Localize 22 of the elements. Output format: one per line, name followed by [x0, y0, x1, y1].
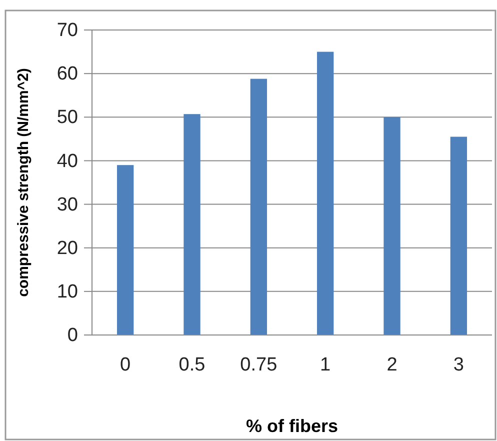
y-tick-label: 10	[56, 282, 78, 303]
y-axis-title: compressive strength (N/mm^2)	[15, 68, 32, 297]
x-tick-label: 2	[386, 354, 398, 376]
y-tick-label: 70	[56, 20, 78, 42]
bar	[384, 117, 400, 335]
bar	[117, 165, 134, 335]
x-tick-label: 1	[320, 354, 331, 376]
y-tick-label: 60	[56, 64, 78, 85]
y-tick-label: 20	[56, 238, 78, 259]
y-tick-label: 30	[56, 194, 78, 216]
bar	[184, 114, 200, 335]
x-tick-label: 0.5	[178, 354, 206, 376]
y-tick-label: 50	[56, 107, 78, 128]
x-tick-label: 3	[453, 354, 464, 376]
bar	[250, 78, 267, 335]
bar	[450, 136, 467, 335]
y-tick-label: 0	[67, 325, 78, 346]
bar	[317, 52, 334, 335]
x-axis-title: % of fibers	[246, 416, 338, 436]
y-tick-label: 40	[56, 150, 78, 172]
x-tick-label: 0.75	[240, 354, 278, 376]
x-tick-label: 0	[120, 354, 131, 376]
